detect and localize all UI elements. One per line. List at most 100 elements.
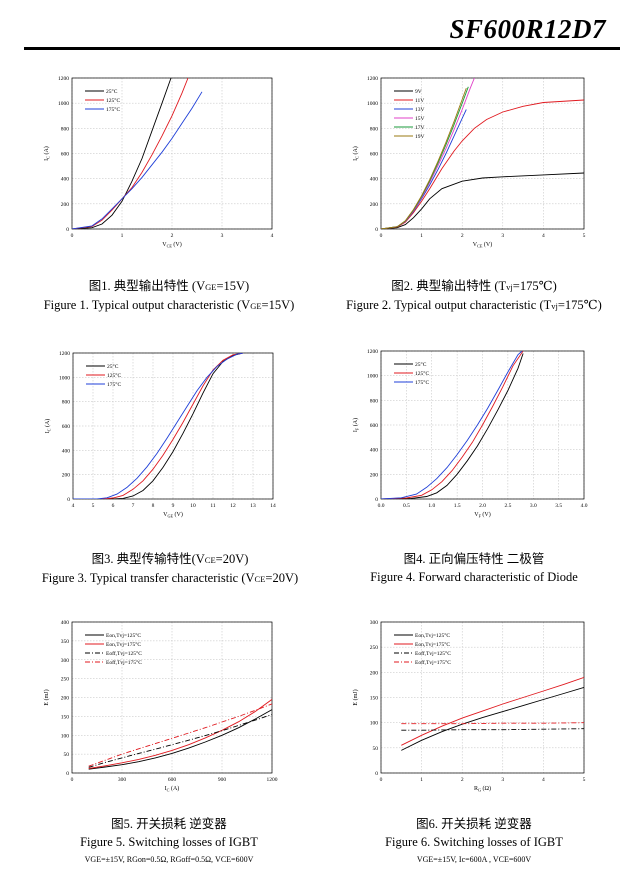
x-tick-label: 0 [71,777,74,783]
y-tick-label: 50 [64,752,70,758]
x-tick-label: 1 [420,233,423,239]
y-tick-label: 0 [375,497,378,503]
y-tick-label: 0 [375,771,378,777]
x-tick-label: 12 [230,503,236,509]
x-tick-label: 6 [112,503,115,509]
x-tick-label: 1.0 [428,503,435,509]
x-tick-label: 7 [132,503,135,509]
series-line-3 [72,91,203,229]
series-line-3 [401,728,584,731]
figure-4-caption-en: Figure 4. Forward characteristic of Diod… [370,570,578,584]
part-number-title: SF600R12D7 [449,14,606,44]
y-axis-label-unit: (A) [43,146,50,156]
series-line-3 [73,353,244,499]
y-axis-label-sub: C [47,428,52,431]
y-axis-label-unit: (A) [352,146,359,156]
x-tick-label: 0 [71,233,74,239]
y-tick-label: 50 [373,746,379,752]
legend-label-1: 25°C [415,361,427,368]
legend-label-2: Eon,Tvj=175°C [106,641,141,648]
y-tick-label: 400 [370,177,379,183]
y-tick-label: 800 [61,126,70,132]
x-axis-label-sub: CE [477,244,483,249]
series-line-4 [401,722,584,725]
y-tick-label: 200 [61,202,70,208]
series-line-1 [73,353,244,499]
y-axis-label: IC (A) [44,419,52,434]
legend-label-1: 9V [415,89,422,95]
series-line-1 [88,709,272,770]
y-axis-label: E (mJ) [352,689,359,705]
legend-label-3: 175°C [415,379,429,386]
figure-3-caption-en: Figure 3. Typical transfer characteristi… [41,571,299,585]
y-axis-label-sub: C [355,156,360,159]
y-tick-label: 200 [62,473,71,479]
y-tick-label: 600 [370,423,379,429]
figure-5-caption-en: Figure 5. Switching losses of IGBT [80,835,258,849]
y-tick-label: 100 [61,733,70,739]
y-axis-label-sub: F [355,427,360,430]
y-tick-label: 600 [62,424,71,430]
plot-frame [380,77,585,230]
y-tick-label: 0 [66,227,69,233]
figure-6-caption-cn: 图6. 开关损耗 逆变器 [416,817,532,831]
figure-5-caption-cn: 图5. 开关损耗 逆变器 [111,817,227,831]
x-axis-label-unit: (Ω) [481,785,491,792]
legend-label-3: 175°C [106,106,120,113]
figure-5-conditions: VGE=±15V, RGon=0.5Ω, RGoff=0.5Ω, VCE=600… [84,855,254,864]
figure-4-caption-cn: 图4. 正向偏压特性 二极管 [403,552,545,566]
x-axis-label: VCE (V) [162,241,182,249]
y-axis-label: IC (A) [43,146,51,161]
y-tick-label: 1000 [367,101,378,107]
y-tick-label: 150 [370,696,379,702]
x-tick-label: 14 [270,503,276,509]
series-line-2 [381,351,524,499]
legend-label-2: 125°C [415,370,429,377]
figure-1-caption-cn: 图1. 典型输出特性 (VGE=15V) [88,279,250,293]
y-axis-label-sub: C [46,156,51,159]
y-tick-label: 350 [61,639,70,645]
x-tick-label: 4 [271,233,274,239]
x-tick-label: 4 [72,503,75,509]
series-line-2 [401,676,584,746]
x-tick-label: 5 [583,233,586,239]
y-tick-label: 0 [375,227,378,233]
figure-4-caption: 图4. 正向偏压特性 二极管 Figure 4. Forward charact… [319,550,629,586]
y-tick-label: 800 [370,398,379,404]
legend-label-2: Eon,Tvj=175°C [415,641,450,648]
legend-label-1: 25°C [106,88,118,95]
y-tick-label: 800 [62,400,71,406]
y-tick-label: 150 [61,714,70,720]
y-tick-label: 800 [370,126,379,132]
x-tick-label: 11 [210,503,216,509]
legend-label-5: 17V [415,125,425,131]
x-axis-label-sub: F [479,514,482,519]
y-tick-label: 1200 [367,76,378,82]
figure-3-caption-cn: 图3. 典型传输特性(VCE=20V) [91,552,249,566]
x-tick-label: 5 [583,777,586,783]
legend-label-3: 13V [415,107,425,113]
figure-2-caption: 图2. 典型输出特性 (Tvj=175℃) Figure 2. Typical … [319,277,629,315]
x-axis-label-unit: (V) [173,511,183,518]
x-axis-label-sub: GE [167,514,173,519]
y-axis-label: E (mJ) [43,689,50,705]
legend-label-3: Eoff,Tvj=125°C [415,650,451,657]
legend-label-2: 125°C [106,97,120,104]
figure-6-caption: 图6. 开关损耗 逆变器 Figure 6. Switching losses … [319,815,629,869]
x-axis-label: VGE (V) [163,511,183,519]
legend-label-2: 125°C [107,372,121,379]
x-tick-label: 3.5 [555,503,562,509]
x-axis-label: IC (A) [165,785,180,793]
x-tick-label: 3 [501,233,504,239]
x-tick-label: 3 [221,233,224,239]
x-axis-label: RG (Ω) [474,785,491,793]
figure-6-caption-en: Figure 6. Switching losses of IGBT [385,835,563,849]
legend-label-3: Eoff,Tvj=125°C [106,650,142,657]
y-axis-label: IC (A) [352,146,360,161]
x-tick-label: 900 [218,777,227,783]
x-tick-label: 10 [190,503,196,509]
